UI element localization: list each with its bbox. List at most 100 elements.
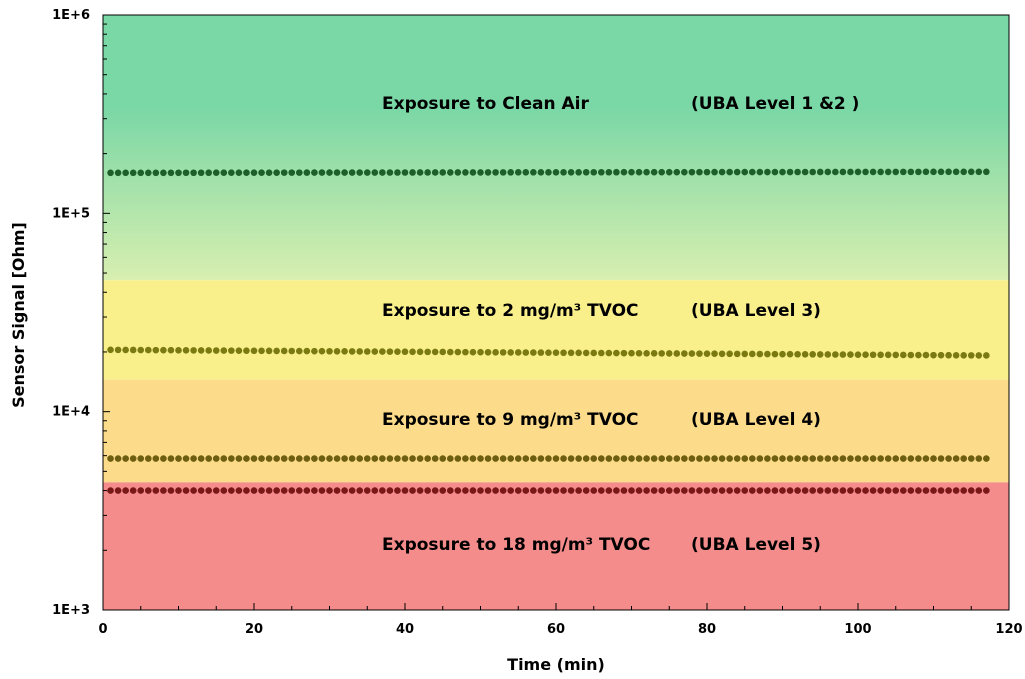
data-point [877,487,884,494]
data-point [129,346,137,354]
data-point [681,455,688,462]
data-point [854,168,862,176]
data-point [582,168,590,176]
data-point [696,487,703,494]
data-point [447,348,454,356]
data-point [839,351,847,358]
data-point [733,487,741,494]
x-tick-label: 0 [98,622,107,637]
exposure-zones [103,15,1009,610]
data-point [847,487,854,494]
data-point [182,455,190,462]
data-point [688,350,696,357]
data-point [801,455,809,462]
data-point [658,350,665,357]
data-point [915,455,922,462]
data-point [779,487,786,494]
data-point [749,168,756,176]
data-point [379,455,386,462]
data-point [650,487,658,494]
data-point [514,169,522,176]
data-point [983,487,990,494]
data-point [326,169,333,176]
data-point [575,487,582,494]
data-point [567,349,575,357]
data-point [469,348,477,356]
data-point [409,487,416,494]
data-point [499,169,507,176]
data-point [356,487,364,494]
data-point [696,350,703,357]
data-point [869,487,877,494]
data-point [786,168,794,176]
data-point [937,168,945,176]
data-point [892,455,900,462]
data-point [749,350,756,358]
data-point [469,169,477,176]
x-tick-label: 40 [396,622,414,637]
data-point [628,487,635,494]
data-point [175,346,182,354]
data-point [567,487,575,494]
data-point [967,487,975,494]
data-point [484,487,492,494]
data-point [288,347,296,355]
data-point [545,169,552,176]
data-point [915,487,922,494]
data-point [363,487,371,494]
data-point [877,455,884,462]
data-point [809,351,816,358]
data-point [431,348,439,356]
data-point [718,168,726,176]
data-point [416,487,424,494]
data-point [628,168,635,176]
data-point [288,169,296,176]
data-point [507,487,514,494]
data-point [409,348,416,356]
data-point [824,487,832,494]
data-point [673,350,681,357]
data-point [892,351,900,359]
data-point [530,455,537,462]
data-point [816,487,824,494]
data-point [613,349,620,357]
data-point [137,487,145,494]
data-point [613,168,620,176]
data-point [922,168,930,176]
data-point [318,487,326,494]
data-point [160,455,167,462]
data-point [575,168,582,176]
data-point [431,487,439,494]
data-point [303,487,311,494]
data-point [824,168,832,176]
data-point [212,347,220,354]
data-point [462,487,469,494]
data-point [447,169,454,176]
data-point [258,487,265,494]
data-point [945,351,952,359]
data-point [394,348,401,355]
data-point [137,346,145,354]
data-point [296,455,303,462]
data-point [167,455,175,462]
data-point [756,487,764,494]
data-point [409,455,416,462]
data-point [673,455,681,462]
data-point [424,348,431,356]
data-point [371,487,379,494]
data-point [258,169,265,176]
data-point [439,348,447,356]
data-point [635,455,643,462]
data-point [771,350,779,358]
data-point [613,487,620,494]
data-point [922,351,930,359]
data-point [764,487,771,494]
data-point [265,487,273,494]
data-point [477,348,484,356]
data-point [537,349,545,356]
y-tick-label: 1E+3 [52,603,90,618]
data-point [311,347,318,355]
data-point [877,351,884,359]
data-point [462,348,469,356]
data-point [960,168,967,176]
